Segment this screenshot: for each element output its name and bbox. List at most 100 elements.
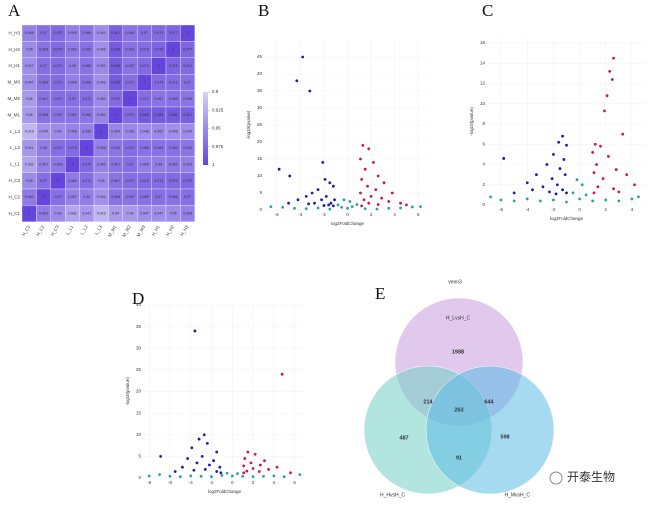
point [614,168,618,171]
panel-label: D [132,289,144,308]
cell-value: 1 [187,31,189,35]
point [241,474,245,478]
column-label: H_H3 [179,224,189,237]
point [287,201,290,205]
panel-label: A [8,1,21,20]
cell-value: 0.963 [68,48,77,52]
cell-value: 0.94 [127,212,134,216]
cell-value: 0.969 [140,195,149,199]
cell-value: 0.981 [111,31,120,35]
point [380,196,384,200]
point [617,190,621,194]
point [489,195,493,199]
cell-value: 0.949 [97,31,106,35]
point [538,199,542,203]
y-tick-label: 0 [482,202,485,207]
cell-value: 0.977 [169,31,178,35]
cell-value: 0.973 [154,179,163,183]
cell-value: 0.959 [68,80,77,84]
x-axis-label: log2FoldChange [208,489,242,494]
cell-value: 0.958 [183,212,192,216]
point [245,469,249,473]
y-tick-label: 8 [482,121,485,126]
cell-value: 0.973 [111,97,120,101]
x-tick-label: -6 [499,207,503,212]
y-tick-label: 25 [136,367,142,372]
cell-value: 0.985 [140,113,149,117]
point [387,206,391,210]
point [192,468,196,472]
cell-value: 0.94 [112,212,119,216]
point [301,55,305,59]
row-label: H_H3 [8,30,20,35]
cell-value: 0.968 [154,146,163,150]
cell-value: 0.96 [155,162,162,166]
x-tick-label: 2 [604,207,607,212]
cell-value: 0.985 [111,48,120,52]
column-label: M_M3 [136,224,147,238]
point [324,195,328,198]
cell-value: 0.941 [25,146,34,150]
y-tick-label: 16 [480,40,486,45]
cell-value: 0.95 [55,130,62,134]
cell-value: 0.966 [126,31,135,35]
point [512,199,516,203]
cell-value: 1 [100,130,102,134]
point [242,464,246,468]
cell-value: 0.973 [54,64,63,68]
point [376,174,380,178]
cell-value: 0.985 [169,113,178,117]
point [367,147,371,151]
cell-value: 0.985 [111,80,120,84]
cell-value: 0.966 [111,146,120,150]
point [592,191,596,195]
x-tick-label: -6 [168,480,172,485]
cell-value: 0.968 [82,64,91,68]
y-tick-label: 4 [482,162,485,167]
point [595,163,598,166]
venn-circle [425,365,555,495]
cell-value: 0.967 [154,97,163,101]
cell-value: 0.97 [155,195,162,199]
x-axis-label: log2FoldChange [331,221,365,226]
point [359,157,362,161]
cell-value: 0.948 [169,130,178,134]
point [612,187,615,191]
y-tick-label: 35 [136,324,142,329]
cell-value: 0.969 [169,146,178,150]
cell-value: 0.954 [111,130,120,134]
cell-value: 0.932 [25,162,34,166]
column-label: L_L2 [79,224,89,236]
cell-value: 0.952 [97,97,106,101]
region-count: 263 [454,407,463,413]
set-label: H_MvsH_C [504,492,530,498]
point [605,94,609,98]
x-tick-label: 0 [231,480,234,485]
cell-value: 0.975 [54,48,63,52]
x-tick-label: 4 [631,207,634,212]
point [410,205,414,209]
point [348,200,352,203]
point [269,205,273,209]
cell-value: 0.971 [126,80,135,84]
point [336,203,340,207]
region-count: 214 [423,399,433,405]
cell-value: 0.972 [126,146,135,150]
point [190,446,194,450]
point [304,207,308,211]
cell-value: 0.94 [26,97,33,101]
cell-value: 0.985 [154,113,163,117]
colorbar-label: 0.9 [212,89,219,94]
point [220,474,224,477]
y-tick-label: 14 [480,60,486,65]
row-label: M_M2 [7,96,20,101]
point [578,197,581,201]
cell-value: 0.97 [184,195,191,199]
point [275,465,279,469]
cell-value: 0.973 [169,80,178,84]
cell-value: 0.969 [39,80,48,84]
cell-value: 0.985 [111,64,120,68]
watermark-icon [549,471,563,485]
point [580,183,584,187]
cell-value: 0.957 [68,195,77,199]
